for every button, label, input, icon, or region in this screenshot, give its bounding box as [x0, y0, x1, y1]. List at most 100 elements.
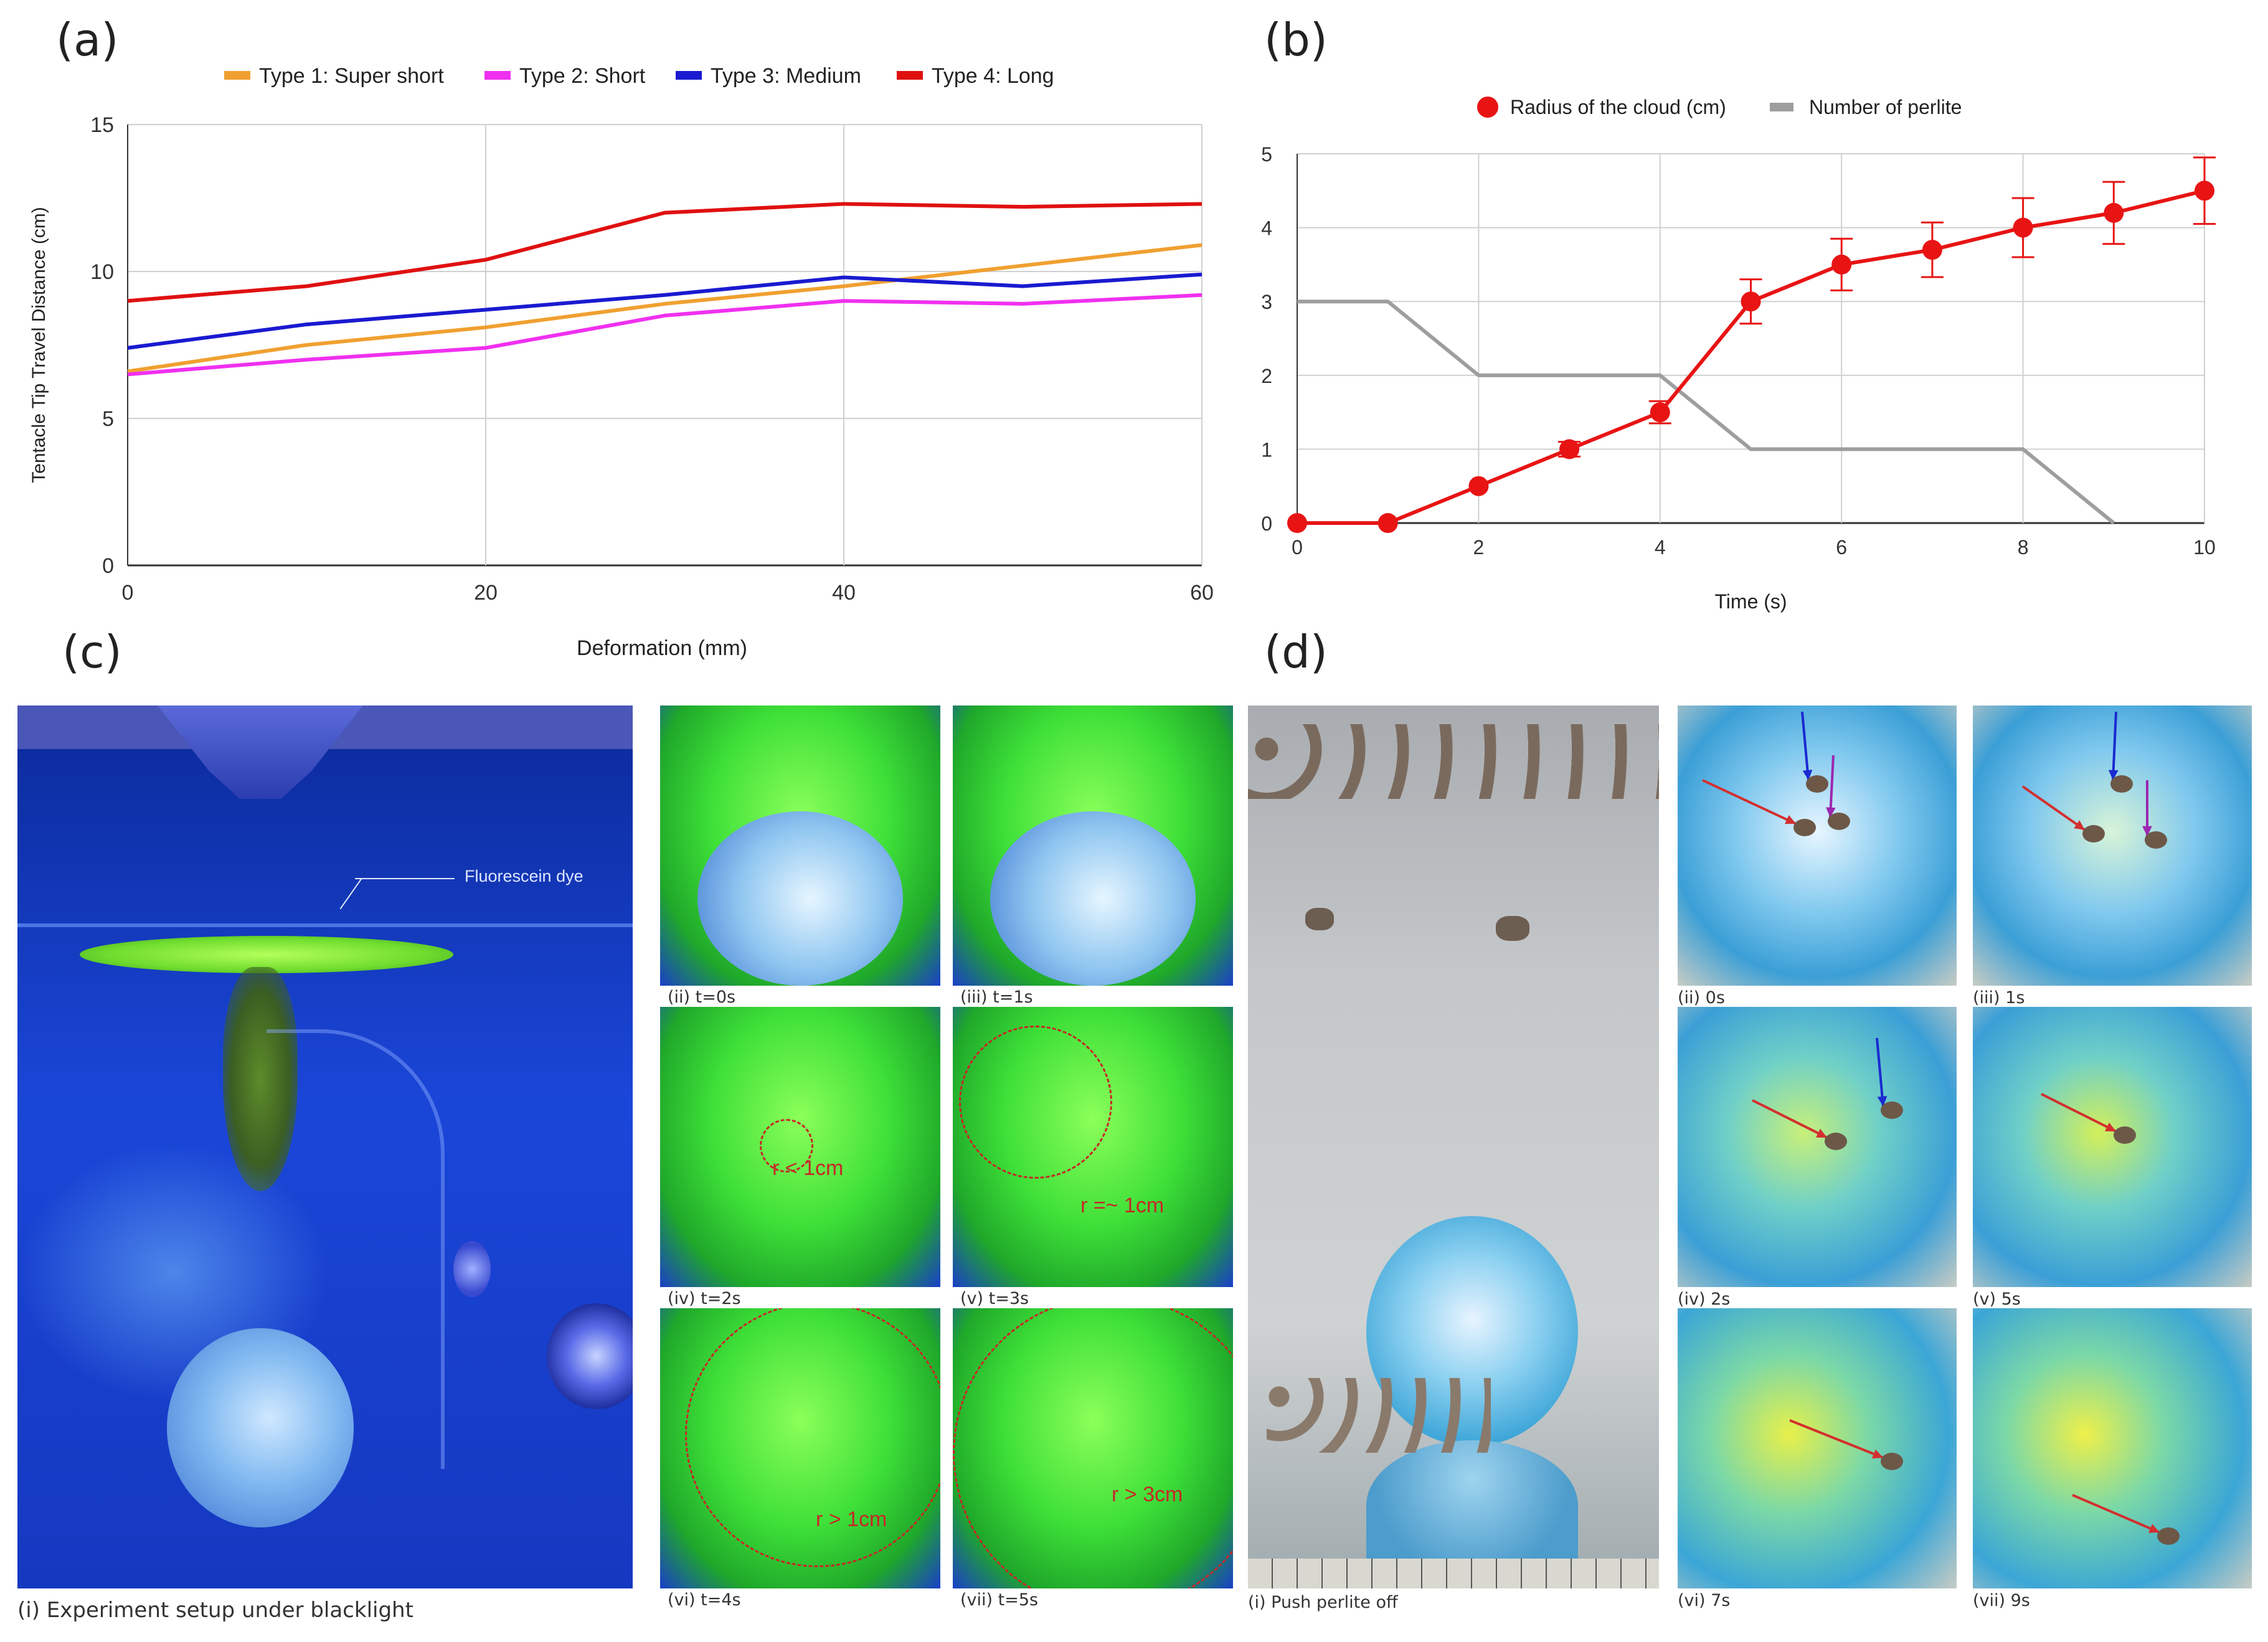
panel-label-a: (a)	[56, 14, 119, 66]
x-tick-label: 6	[1836, 536, 1847, 559]
perlite-piece	[2082, 825, 2105, 842]
dye-label: Fluorescein dye	[465, 867, 584, 885]
chart-a: 0 5 10 15 0 20 40 60 Deformation (mm) Tentacle Ti…	[29, 64, 1214, 660]
legend-swatch-1	[224, 71, 250, 80]
dye-cloud-circle	[760, 1119, 813, 1173]
legend-label-3: Type 3: Medium	[711, 64, 861, 88]
panel-label-b: (b)	[1264, 14, 1328, 66]
uv-lamp-small	[453, 1241, 491, 1297]
data-point-radius	[2195, 181, 2214, 201]
data-point-radius	[1377, 513, 1398, 533]
panel-label-d: (d)	[1264, 626, 1328, 678]
dye-leader-line	[355, 878, 455, 879]
perlite-piece	[1881, 1102, 1903, 1119]
series-line-4	[127, 202, 1203, 303]
perlite-piece	[2110, 775, 2133, 793]
data-point-radius	[1287, 513, 1307, 533]
arrow-head	[2108, 770, 2119, 780]
arrow-shaft	[1801, 711, 1810, 781]
perlite-piece	[1793, 819, 1816, 836]
y-tick-label: 15	[90, 113, 114, 137]
legend-label-1: Type 1: Super short	[259, 64, 444, 88]
x-axis-title: Deformation (mm)	[577, 636, 747, 660]
y-tick-label: 0	[1261, 512, 1272, 535]
bottom-perlite	[1267, 1378, 1491, 1453]
y-tick-label: 10	[90, 260, 114, 284]
perlite-piece-1	[1305, 908, 1334, 930]
data-point-radius	[2013, 217, 2033, 238]
cloud-radius-label: r > 1cm	[816, 1508, 887, 1531]
data-point-radius	[1831, 254, 1852, 275]
perlite-piece-2	[1496, 916, 1529, 941]
series-line-perlite	[1297, 300, 2115, 525]
y-axis-title: Tentacle Tip Travel Distance (cm)	[29, 207, 49, 483]
anemone-sponge	[167, 1328, 354, 1527]
x-tick-label: 4	[1655, 536, 1666, 559]
dye-frame-3: r < 1cm	[660, 1007, 940, 1287]
perlite-piece	[1828, 813, 1850, 830]
y-tick-label: 3	[1261, 291, 1272, 313]
legend-label-2: Type 2: Short	[519, 64, 646, 88]
cloud-radius-label: r > 3cm	[1112, 1483, 1183, 1506]
perlite-piece	[1825, 1133, 1847, 1150]
chart-b: 0 1 2 3 4 5 0 2 4 6 8 10 Time (s) Radius of the cloud…	[1261, 96, 2216, 613]
legend-marker-radius	[1477, 97, 1498, 118]
legend-swatch-perlite	[1770, 103, 1793, 111]
y-tick-label: 5	[1261, 143, 1272, 166]
perlite-frame-5	[1678, 1308, 1957, 1588]
x-tick-label: 8	[2018, 536, 2029, 559]
arrow-overlay	[2072, 1494, 2180, 1545]
legend-label-radius: Radius of the cloud (cm)	[1510, 96, 1726, 118]
cloud-radius-label: r =~ 1cm	[1080, 1194, 1165, 1217]
series-line-radius	[1297, 189, 2205, 525]
legend-label-perlite: Number of perlite	[1809, 96, 1962, 118]
perlite-frame-caption: (ii) 0s	[1678, 988, 1725, 1007]
arrow-shaft	[2041, 1093, 2117, 1133]
x-tick-label: 60	[1190, 581, 1214, 605]
dye-frame-caption: (vi) t=4s	[668, 1590, 741, 1610]
sponge-bowl	[990, 811, 1196, 986]
setup-caption: (i) Experiment setup under blacklight	[17, 1598, 413, 1623]
arrow-shaft	[2112, 711, 2117, 781]
perlite-piece	[1806, 775, 1828, 793]
x-tick-label: 2	[1473, 536, 1485, 559]
x-tick-label: 10	[2193, 536, 2216, 559]
dye-cloud-circle	[953, 1308, 1233, 1588]
dye-frame-1	[660, 705, 940, 986]
perlite-frame-caption: (iii) 1s	[1973, 988, 2025, 1007]
legend-label-4: Type 4: Long	[932, 64, 1054, 88]
data-point-radius	[2104, 202, 2124, 223]
floating-perlite-row	[1248, 724, 1659, 799]
y-tick-label: 1	[1261, 438, 1272, 461]
arrow-shaft	[1829, 755, 1835, 818]
perlite-frame-2	[1973, 705, 2252, 986]
arrow-shaft	[1876, 1037, 1884, 1107]
cloud-radius-label: r < 1cm	[772, 1156, 844, 1180]
arrow-overlay	[2041, 1093, 2136, 1144]
dye-frame-caption: (ii) t=0s	[668, 988, 736, 1007]
dye-frame-2	[953, 705, 1233, 986]
y-tick-label: 0	[102, 554, 114, 578]
arrow-shaft	[1702, 779, 1797, 825]
dye-frame-caption: (v) t=3s	[960, 1289, 1029, 1308]
arrow-overlay	[1702, 711, 1850, 836]
arrow-head	[1872, 1449, 1883, 1459]
data-point-radius	[1559, 439, 1580, 460]
x-tick-label: 20	[474, 581, 498, 605]
dye-frame-6: r > 3cm	[953, 1308, 1233, 1588]
x-tick-label: 40	[832, 581, 856, 605]
arrow-overlay	[1752, 1037, 1903, 1150]
dye-frame-5: r > 1cm	[660, 1308, 940, 1588]
data-point-radius	[1468, 476, 1489, 496]
arrow-head	[1802, 770, 1813, 780]
perlite-frame-caption: (vii) 9s	[1973, 1591, 2030, 1610]
perlite-piece	[2114, 1126, 2136, 1144]
data-point-radius	[1922, 240, 1942, 260]
perlite-main-caption: (i) Push perlite off	[1248, 1593, 1398, 1612]
panel-label-c: (c)	[62, 626, 122, 678]
data-point-radius	[1741, 291, 1761, 312]
perlite-frame-3	[1678, 1007, 1957, 1287]
legend-swatch-2	[484, 71, 511, 80]
setup-photo	[17, 705, 633, 1588]
dye-frame-caption: (iv) t=2s	[668, 1289, 741, 1308]
